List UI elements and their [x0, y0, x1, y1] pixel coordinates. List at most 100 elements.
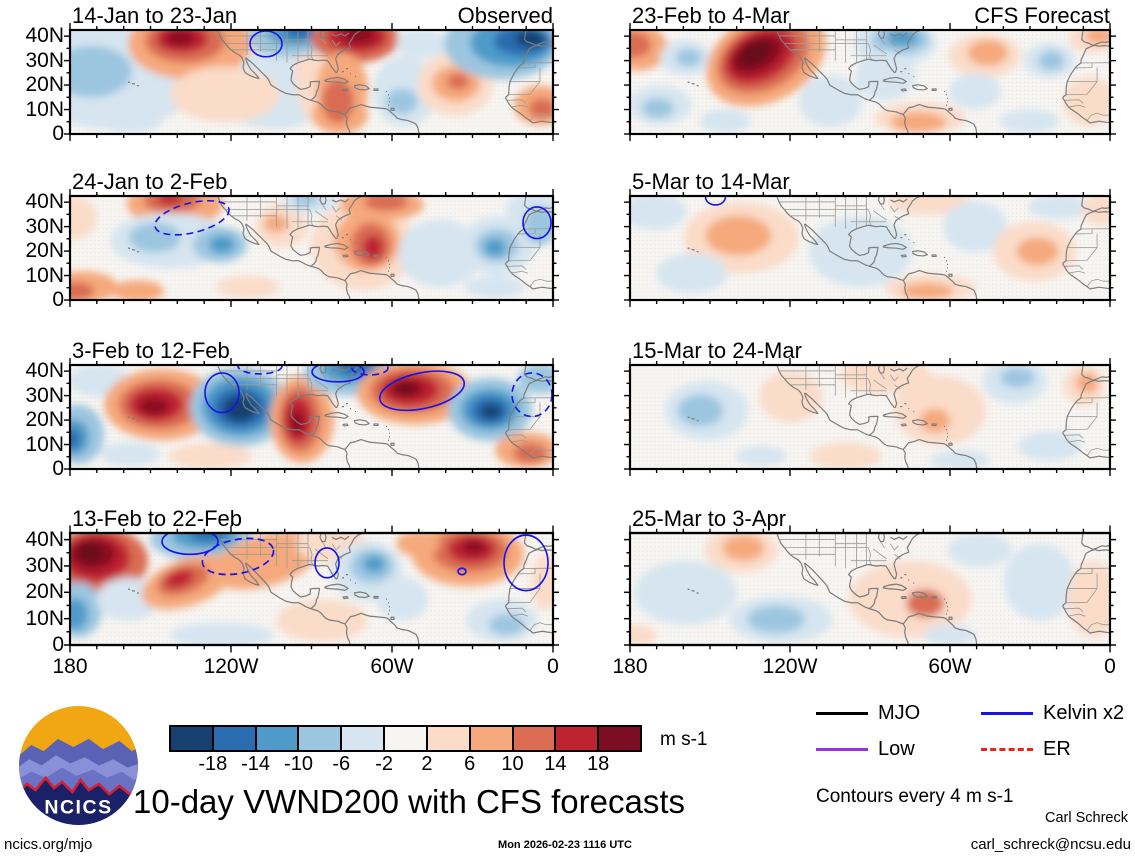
legend-label: MJO [878, 702, 921, 724]
colorbar-cell-1 [212, 726, 256, 751]
map-panel-obs-3 [64, 358, 559, 476]
map-canvas-fc-3 [624, 358, 1116, 476]
colorbar-cell-3 [298, 726, 342, 751]
lon-label-right-180: 180 [612, 655, 648, 678]
colorbar-cell-8 [512, 726, 556, 751]
contour-interval-note: Contours every 4 m s-1 [816, 786, 1014, 807]
lat-label-row1-0: 0 [52, 288, 64, 311]
colorbar-tick-14: 14 [544, 753, 567, 775]
panel-title-fc-4: 25-Mar to 3-Apr [632, 506, 787, 531]
colorbar-tick--2: -2 [375, 753, 393, 775]
colorbar-cell-7 [469, 726, 513, 751]
lat-label-row3-0: 0 [52, 633, 64, 656]
map-canvas-fc-2 [624, 189, 1116, 307]
contour-legend: MJO Kelvin x2 Low ER [816, 702, 1131, 760]
colorbar-cell-10 [598, 726, 641, 751]
colorbar [169, 725, 642, 752]
lon-label-left-0: 0 [547, 655, 559, 678]
map-panel-obs-1 [64, 23, 559, 141]
map-panel-obs-4 [64, 525, 559, 653]
legend-line-sample [816, 747, 868, 751]
lat-label-row0-40N: 40N [25, 24, 64, 47]
map-panel-fc-4 [624, 525, 1116, 653]
legend-label: Low [878, 738, 915, 760]
legend-item-mjo: MJO [816, 702, 981, 724]
lat-label-row3-30N: 30N [25, 554, 64, 577]
lat-label-row3-40N: 40N [25, 528, 64, 551]
colorbar-cell-0 [170, 726, 213, 751]
ncics-logo: NCICS [17, 704, 140, 827]
panel-title-fc-2: 5-Mar to 14-Mar [632, 169, 790, 194]
credit-name: Carl Schreck [1045, 810, 1128, 826]
column-header-obs-1: Observed [457, 3, 553, 28]
legend-item-er: ER [981, 738, 1131, 760]
colorbar-cell-9 [555, 726, 599, 751]
colorbar-tick--18: -18 [198, 753, 228, 775]
lat-label-row2-40N: 40N [25, 359, 64, 382]
map-canvas-obs-1 [64, 23, 559, 141]
map-panel-fc-1 [624, 23, 1116, 141]
map-canvas-obs-3 [64, 358, 559, 476]
panel-title-fc-3: 15-Mar to 24-Mar [632, 338, 802, 363]
map-panel-fc-2 [624, 189, 1116, 307]
legend-label: ER [1043, 738, 1071, 760]
lat-label-row3-10N: 10N [25, 607, 64, 630]
map-canvas-obs-2 [64, 189, 559, 307]
colorbar-cell-2 [255, 726, 299, 751]
map-canvas-obs-4 [64, 525, 559, 653]
lat-label-row3-20N: 20N [25, 580, 64, 603]
map-canvas-fc-1 [624, 23, 1116, 141]
colorbar-tick-2: 2 [421, 753, 433, 775]
main-title: 10-day VWND200 with CFS forecasts [133, 783, 686, 820]
logo-text: NCICS [44, 797, 112, 819]
legend-line-sample [981, 747, 1033, 751]
legend-line-sample [816, 711, 868, 715]
lat-label-row1-20N: 20N [25, 239, 64, 262]
lat-label-row1-10N: 10N [25, 264, 64, 287]
lon-label-left-60W: 60W [370, 655, 414, 678]
column-header-fc-1: CFS Forecast [974, 3, 1110, 28]
lat-label-row1-30N: 30N [25, 215, 64, 238]
lat-label-row0-20N: 20N [25, 73, 64, 96]
colorbar-tick--6: -6 [332, 753, 351, 775]
lon-label-right-60W: 60W [928, 655, 972, 678]
colorbar-tick-6: 6 [464, 753, 476, 775]
ncics-logo-graphic: NCICS [19, 706, 138, 825]
colorbar-tick-18: 18 [587, 753, 610, 775]
footer-timestamp: Mon 2026-02-23 1116 UTC [498, 839, 632, 851]
footer-url: ncics.org/mjo [4, 836, 93, 853]
panel-title-fc-1: 23-Feb to 4-Mar [632, 3, 790, 28]
map-panel-obs-2 [64, 189, 559, 307]
colorbar-tick-10: 10 [501, 753, 524, 775]
colorbar-labels: -18 -14 -10 -6 -2 2 6 10 14 18 [0, 753, 1135, 777]
legend-label: Kelvin x2 [1043, 702, 1125, 724]
colorbar-units: m s-1 [660, 729, 708, 750]
lat-label-row2-0: 0 [52, 457, 64, 480]
map-canvas-fc-4 [624, 525, 1116, 653]
map-panel-fc-3 [624, 358, 1116, 476]
panel-title-obs-2: 24-Jan to 2-Feb [72, 169, 228, 194]
panel-title-obs-1: 14-Jan to 23-Jan [72, 3, 238, 28]
panel-title-obs-3: 3-Feb to 12-Feb [72, 338, 230, 363]
lat-label-row2-30N: 30N [25, 384, 64, 407]
lon-label-right-0: 0 [1104, 655, 1116, 678]
colorbar-cell-5 [384, 726, 427, 751]
lat-label-row0-30N: 30N [25, 49, 64, 72]
colorbar-cell-4 [341, 726, 385, 751]
lat-label-row2-10N: 10N [25, 433, 64, 456]
lon-label-left-120W: 120W [203, 655, 259, 678]
lat-label-row1-40N: 40N [25, 190, 64, 213]
lon-label-left-180: 180 [52, 655, 88, 678]
legend-item-low: Low [816, 738, 981, 760]
colorbar-cell-6 [426, 726, 470, 751]
lat-label-row0-10N: 10N [25, 98, 64, 121]
legend-item-kelvin-x2: Kelvin x2 [981, 702, 1131, 724]
lat-label-row0-0: 0 [52, 122, 64, 145]
colorbar-tick--10: -10 [284, 753, 313, 775]
footer-email: carl_schreck@ncsu.edu [970, 836, 1131, 853]
panel-title-obs-4: 13-Feb to 22-Feb [72, 506, 242, 531]
legend-line-sample [981, 711, 1033, 715]
lon-label-right-120W: 120W [762, 655, 818, 678]
lat-label-row2-20N: 20N [25, 408, 64, 431]
